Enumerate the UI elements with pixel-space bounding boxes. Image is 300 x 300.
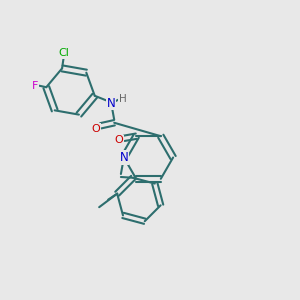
Text: N: N bbox=[119, 151, 128, 164]
Text: F: F bbox=[32, 81, 38, 91]
Text: N: N bbox=[107, 97, 116, 110]
Text: O: O bbox=[92, 124, 100, 134]
Text: O: O bbox=[115, 135, 124, 145]
Text: Cl: Cl bbox=[58, 48, 69, 59]
Text: H: H bbox=[119, 94, 127, 104]
